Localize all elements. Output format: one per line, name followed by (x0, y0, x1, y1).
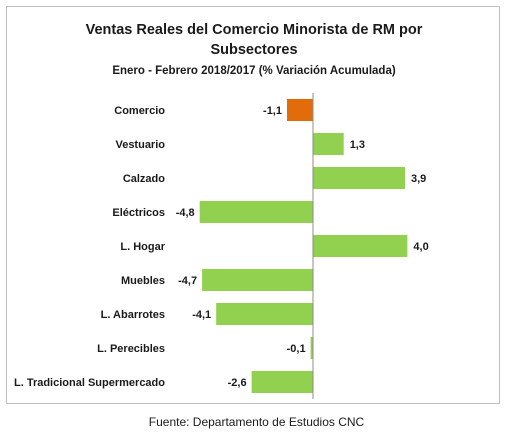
category-label-7: L. Perecibles (97, 343, 165, 355)
category-label-6: L. Abarrotes (101, 309, 165, 321)
value-label-4: 4,0 (413, 241, 428, 253)
value-label-6: -4,1 (192, 309, 211, 321)
category-label-1: Vestuario (115, 139, 165, 151)
value-label-2: 3,9 (411, 173, 426, 185)
bar-8 (251, 371, 313, 393)
category-label-5: Muebles (121, 275, 165, 287)
category-label-3: Eléctricos (112, 207, 165, 219)
value-label-8: -2,6 (228, 377, 247, 389)
value-label-5: -4,7 (178, 275, 197, 287)
bar-1 (313, 133, 344, 155)
bar-7 (310, 337, 313, 359)
value-label-3: -4,8 (176, 207, 195, 219)
category-label-4: L. Hogar (120, 241, 165, 253)
value-label-0: -1,1 (263, 105, 282, 117)
bar-0 (287, 99, 313, 121)
category-label-8: L. Tradicional Supermercado (14, 377, 165, 389)
bar-4 (313, 235, 408, 257)
chart-title-line-2: Subsectores (210, 42, 298, 58)
category-label-2: Calzado (123, 173, 165, 185)
bar-3 (199, 201, 313, 223)
bar-6 (216, 303, 313, 325)
chart-title-line-1: Ventas Reales del Comercio Minorista de … (85, 22, 423, 38)
value-label-7: -0,1 (287, 343, 306, 355)
chart-subtitle: Enero - Febrero 2018/2017 (% Variación A… (112, 65, 396, 77)
category-label-0: Comercio (114, 105, 165, 117)
value-label-1: 1,3 (350, 139, 365, 151)
source-note: Fuente: Departamento de Estudios CNC (148, 415, 365, 429)
bar-2 (313, 167, 405, 189)
bar-5 (202, 269, 313, 291)
